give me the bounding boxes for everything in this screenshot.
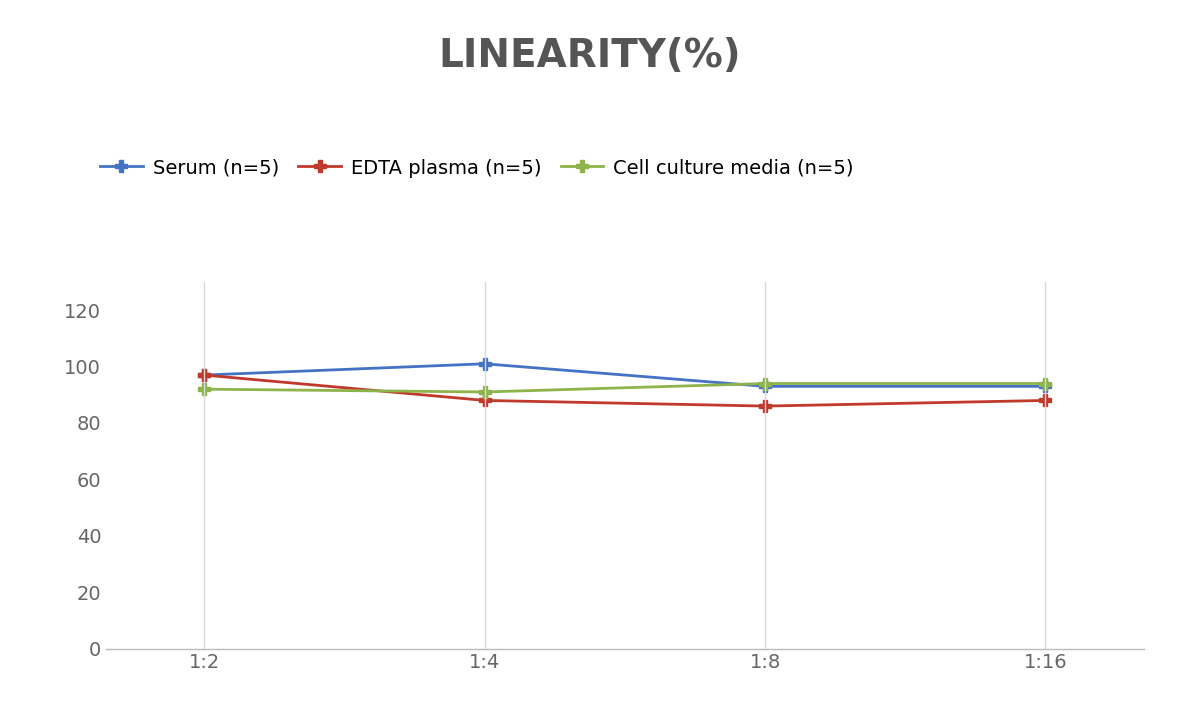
Legend: Serum (n=5), EDTA plasma (n=5), Cell culture media (n=5): Serum (n=5), EDTA plasma (n=5), Cell cul… — [92, 151, 862, 185]
EDTA plasma (n=5) — [477, 396, 492, 405]
Cell culture media (n=5) — [1039, 379, 1053, 388]
Serum (n=5) — [758, 382, 772, 391]
Line: Serum (n=5): Serum (n=5) — [198, 357, 1052, 393]
Line: Cell culture media (n=5): Cell culture media (n=5) — [198, 377, 1052, 398]
EDTA plasma (n=5) — [197, 371, 211, 379]
Cell culture media (n=5) — [758, 379, 772, 388]
EDTA plasma (n=5) — [1039, 396, 1053, 405]
Serum (n=5) — [1039, 382, 1053, 391]
EDTA plasma (n=5) — [758, 402, 772, 410]
Text: LINEARITY(%): LINEARITY(%) — [439, 37, 740, 75]
Line: EDTA plasma (n=5): EDTA plasma (n=5) — [198, 369, 1052, 412]
Serum (n=5) — [197, 371, 211, 379]
Serum (n=5) — [477, 360, 492, 368]
Cell culture media (n=5) — [197, 385, 211, 393]
Cell culture media (n=5) — [477, 388, 492, 396]
